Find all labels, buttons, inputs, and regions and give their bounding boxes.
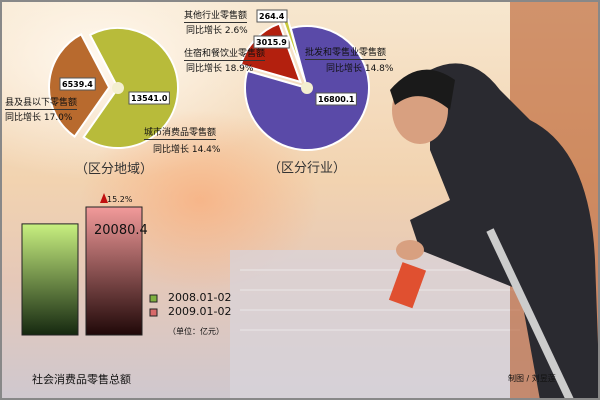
pie-value-label: 13541.0 [131, 94, 168, 103]
pie-value-label: 264.4 [259, 12, 285, 21]
bar-chart-title: 社会消费品零售总额 [32, 373, 131, 386]
legend-swatch [149, 308, 158, 317]
legend-swatch [149, 294, 158, 303]
pie-value-label: 3015.9 [256, 38, 287, 47]
pie2-label-hotel: 住宿和餐饮业零售额 [184, 49, 266, 61]
up-arrow-icon [100, 193, 108, 203]
pie2-growth-wholesale: 同比增长 14.8% [326, 64, 394, 74]
credit: 制图 / 刘昱莲 [508, 374, 556, 383]
value-box [256, 9, 288, 23]
legend-2009: 2009.01-02 [168, 305, 232, 318]
pie-value-label: 6539.4 [62, 80, 93, 89]
pie2-growth-other: 同比增长 2.6% [186, 26, 248, 36]
value-box [128, 91, 170, 105]
pie-slice [82, 27, 179, 149]
pie1-growth-city: 同比增长 14.4% [153, 145, 221, 155]
pie2-title: （区分行业） [268, 161, 347, 176]
pie2-label-wholesale: 批发和零售业零售额 [305, 48, 387, 60]
value-box [253, 35, 290, 49]
pie1-label-city: 城市消费品零售额 [144, 128, 217, 140]
legend-2008: 2008.01-02 [168, 291, 232, 304]
growth-label: 15.2% [107, 195, 133, 204]
pie1-label-county: 县及县以下零售额 [5, 98, 78, 110]
pie2-growth-hotel: 同比增长 18.9% [186, 64, 254, 74]
bar-value-label: 20080.4 [94, 223, 148, 238]
pie-center [301, 82, 313, 94]
value-box [315, 92, 357, 106]
bar-2008.01-02 [21, 223, 79, 336]
value-box [59, 77, 96, 91]
pie-center [112, 82, 124, 94]
pie2-label-other: 其他行业零售额 [184, 11, 248, 23]
pie1-title: （区分地域） [75, 162, 154, 177]
bar-2009.01-02 [85, 206, 143, 336]
pie1-growth-county: 同比增长 17.0% [5, 113, 73, 123]
pie-value-label: 16800.1 [318, 95, 355, 104]
unit-label: （单位：亿元） [168, 327, 224, 336]
